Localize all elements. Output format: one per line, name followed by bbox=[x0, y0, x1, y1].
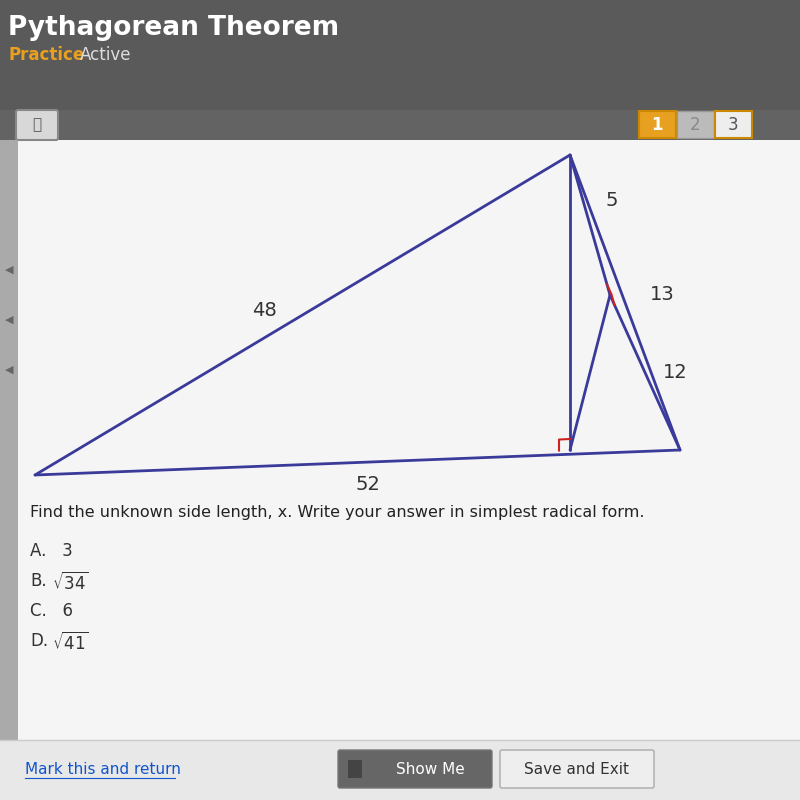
FancyBboxPatch shape bbox=[0, 740, 800, 800]
FancyBboxPatch shape bbox=[677, 111, 714, 138]
Text: Save and Exit: Save and Exit bbox=[525, 762, 630, 777]
Text: $\sqrt{34}$: $\sqrt{34}$ bbox=[52, 572, 89, 594]
FancyBboxPatch shape bbox=[500, 750, 654, 788]
FancyBboxPatch shape bbox=[0, 140, 800, 740]
Text: C.   6: C. 6 bbox=[30, 602, 73, 620]
Text: 48: 48 bbox=[252, 301, 277, 319]
Text: B.: B. bbox=[30, 572, 46, 590]
Text: 3: 3 bbox=[728, 116, 738, 134]
Text: ◀: ◀ bbox=[5, 365, 14, 375]
Text: Mark this and return: Mark this and return bbox=[25, 762, 181, 778]
Text: 13: 13 bbox=[650, 285, 674, 304]
Text: D.: D. bbox=[30, 632, 48, 650]
Text: Find the unknown side length, x. Write your answer in simplest radical form.: Find the unknown side length, x. Write y… bbox=[30, 505, 645, 520]
FancyBboxPatch shape bbox=[0, 140, 18, 740]
Text: Show Me: Show Me bbox=[396, 762, 464, 777]
FancyBboxPatch shape bbox=[0, 0, 800, 110]
Text: 52: 52 bbox=[355, 475, 380, 494]
Text: Pythagorean Theorem: Pythagorean Theorem bbox=[8, 15, 339, 41]
FancyBboxPatch shape bbox=[338, 750, 492, 788]
Text: Active: Active bbox=[80, 46, 131, 64]
Text: 5: 5 bbox=[606, 190, 618, 210]
Text: 2: 2 bbox=[690, 116, 700, 134]
Text: 🖨: 🖨 bbox=[33, 118, 42, 133]
Text: ◀: ◀ bbox=[5, 265, 14, 275]
FancyBboxPatch shape bbox=[16, 110, 58, 140]
FancyBboxPatch shape bbox=[639, 111, 676, 138]
Text: $\sqrt{41}$: $\sqrt{41}$ bbox=[52, 632, 89, 654]
FancyBboxPatch shape bbox=[0, 110, 800, 140]
Text: 1: 1 bbox=[651, 116, 662, 134]
Text: A.   3: A. 3 bbox=[30, 542, 73, 560]
Text: 12: 12 bbox=[663, 363, 688, 382]
Text: Practice: Practice bbox=[8, 46, 84, 64]
FancyBboxPatch shape bbox=[715, 111, 752, 138]
Text: ◀: ◀ bbox=[5, 315, 14, 325]
FancyBboxPatch shape bbox=[348, 760, 362, 778]
